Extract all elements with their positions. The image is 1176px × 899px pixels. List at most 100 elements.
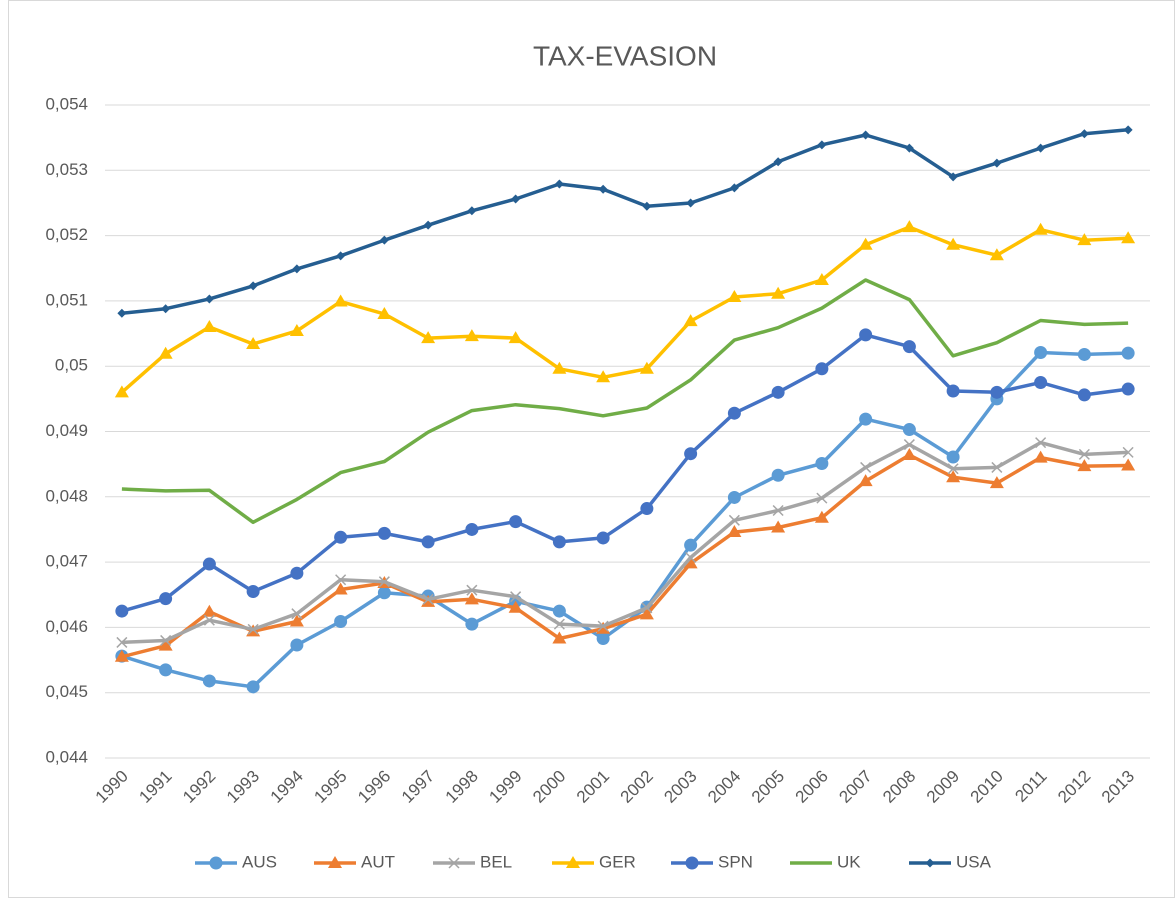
- marker: [860, 461, 872, 473]
- marker: [861, 130, 871, 140]
- marker: [246, 336, 261, 349]
- marker: [989, 248, 1004, 261]
- marker: [378, 576, 390, 588]
- marker: [639, 607, 654, 620]
- marker: [377, 586, 391, 600]
- marker: [552, 361, 567, 374]
- marker: [771, 385, 785, 399]
- marker: [817, 140, 827, 150]
- marker: [683, 314, 698, 327]
- marker: [771, 286, 786, 299]
- marker: [639, 361, 654, 374]
- marker: [159, 592, 173, 606]
- marker: [686, 198, 696, 208]
- series-line: [121, 278, 1129, 525]
- marker: [1079, 129, 1089, 139]
- marker: [552, 535, 566, 549]
- marker: [160, 634, 172, 646]
- marker: [292, 264, 302, 274]
- marker: [859, 328, 873, 342]
- marker: [858, 474, 873, 487]
- chart-border: [8, 0, 1175, 898]
- marker: [161, 304, 171, 314]
- marker: [598, 184, 608, 194]
- marker: [1077, 388, 1091, 402]
- series-line: [121, 440, 1129, 645]
- marker: [990, 385, 1004, 399]
- marker: [566, 856, 580, 868]
- legend-label: USA: [956, 852, 992, 871]
- marker: [334, 615, 348, 629]
- marker: [773, 157, 783, 167]
- marker: [596, 370, 611, 383]
- marker: [903, 439, 915, 451]
- y-tick-label: 0,053: [45, 160, 88, 179]
- marker: [902, 220, 917, 233]
- marker: [1036, 143, 1046, 153]
- marker: [946, 450, 960, 464]
- marker: [158, 346, 173, 359]
- y-tick-label: 0,049: [45, 421, 88, 440]
- marker: [1077, 347, 1091, 361]
- marker: [115, 604, 129, 618]
- marker: [158, 638, 173, 651]
- marker: [1121, 346, 1135, 360]
- marker: [1121, 458, 1136, 471]
- marker: [291, 608, 303, 620]
- marker: [1078, 448, 1090, 460]
- marker: [114, 385, 129, 398]
- marker: [464, 329, 479, 342]
- y-tick-label: 0,046: [45, 617, 88, 636]
- marker: [117, 308, 127, 318]
- marker: [377, 526, 391, 540]
- marker: [1122, 446, 1134, 458]
- marker: [328, 856, 342, 868]
- marker: [421, 331, 436, 344]
- marker: [902, 448, 917, 461]
- legend-label: GER: [599, 852, 636, 871]
- marker: [421, 535, 435, 549]
- y-tick-label: 0,051: [45, 290, 88, 309]
- marker: [858, 237, 873, 250]
- y-tick-label: 0,047: [45, 552, 88, 571]
- series-line: [121, 333, 1129, 613]
- marker: [553, 618, 565, 630]
- marker: [552, 604, 566, 618]
- legend-label: UK: [837, 852, 861, 871]
- marker: [596, 632, 610, 646]
- marker: [290, 566, 304, 580]
- marker: [859, 412, 873, 426]
- marker: [290, 638, 304, 652]
- marker: [925, 858, 935, 868]
- marker: [727, 289, 742, 302]
- marker: [465, 522, 479, 536]
- y-tick-label: 0,044: [45, 747, 88, 766]
- marker: [1033, 222, 1048, 235]
- marker: [815, 362, 829, 376]
- marker: [640, 502, 654, 516]
- marker: [336, 251, 346, 261]
- marker: [1035, 437, 1047, 449]
- marker: [683, 556, 698, 569]
- marker: [684, 538, 698, 552]
- marker: [552, 631, 567, 644]
- marker: [159, 663, 173, 677]
- legend-label: AUT: [361, 852, 395, 871]
- marker: [641, 602, 653, 614]
- marker: [448, 857, 460, 869]
- marker: [904, 143, 914, 153]
- marker: [1077, 459, 1092, 472]
- legend-label: SPN: [718, 852, 753, 871]
- marker: [465, 617, 479, 631]
- marker: [247, 623, 259, 635]
- marker: [902, 340, 916, 354]
- marker: [510, 591, 522, 603]
- marker: [1077, 233, 1092, 246]
- marker: [335, 574, 347, 586]
- marker: [333, 582, 348, 595]
- marker: [1123, 125, 1133, 135]
- series-line: [121, 128, 1129, 316]
- marker: [204, 294, 214, 304]
